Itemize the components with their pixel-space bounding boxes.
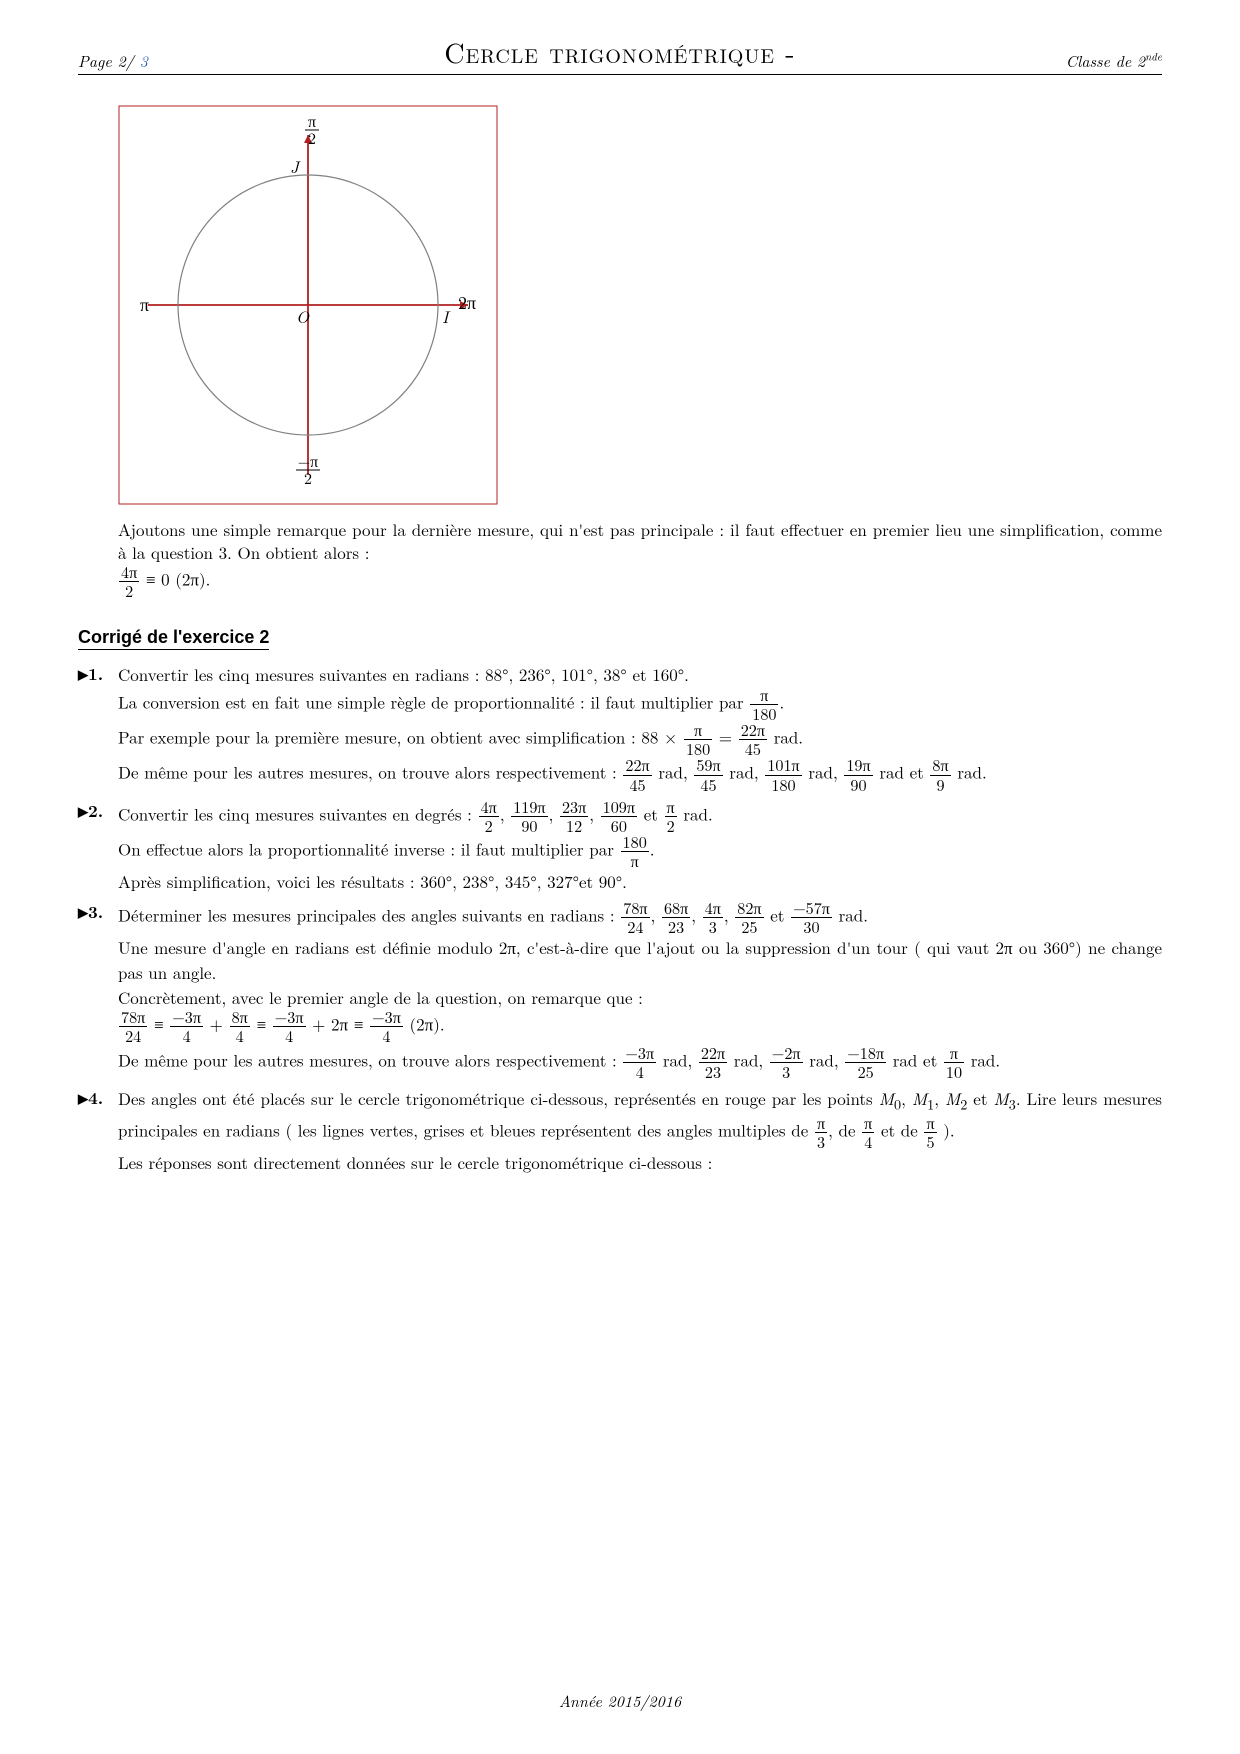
q1-line4a: De même pour les autres mesures, on trou… bbox=[118, 760, 622, 784]
q3-line1a: Déterminer les mesures principales des a… bbox=[118, 902, 620, 926]
q4-number: 4. bbox=[88, 1086, 103, 1110]
remark-text: Ajoutons une simple remarque pour la der… bbox=[118, 517, 1162, 564]
triangle-icon: ▶ bbox=[78, 664, 88, 683]
footer-year: Année 2015/2016 bbox=[0, 1689, 1240, 1712]
page-header: Page 2/ 3 Cercle trigonométrique - Class… bbox=[78, 32, 1162, 75]
header-page-ref: Page 2/ 3 bbox=[78, 49, 198, 72]
q2-line2a: On effectue alors la proportionnalité in… bbox=[118, 836, 620, 860]
svg-text:O: O bbox=[296, 304, 310, 328]
remark-eq-tail: ≡ 0 (2π). bbox=[140, 566, 210, 590]
q1-line1: Convertir les cinq mesures suivantes en … bbox=[118, 662, 689, 686]
q2-line3: Après simplification, voici les résultat… bbox=[118, 869, 627, 893]
unit-circle-figure: O I J 2π π π 2 −π 2 bbox=[118, 105, 1162, 510]
q4-p2: Les réponses sont directement données su… bbox=[118, 1150, 712, 1174]
class-prefix: Classe de 2 bbox=[1066, 49, 1145, 72]
q4-pa: Des angles ont été placés sur le cercle … bbox=[118, 1086, 879, 1110]
q3-line2: Une mesure d'angle en radians est défini… bbox=[118, 935, 1162, 984]
q1-line3a: Par exemple pour la première mesure, on … bbox=[118, 724, 683, 748]
q1-line2a: La conversion est en fait une simple règ… bbox=[118, 689, 749, 713]
svg-text:J: J bbox=[290, 154, 301, 178]
question-2: ▶2. Convertir les cinq mesures suivantes… bbox=[78, 799, 1162, 894]
q2-line1a: Convertir les cinq mesures suivantes en … bbox=[118, 801, 478, 825]
remark-frac: 4π 2 bbox=[119, 564, 139, 599]
page-link[interactable]: 3 bbox=[140, 49, 148, 72]
header-class: Classe de 2nde bbox=[1042, 49, 1162, 72]
q3-line5a: De même pour les autres mesures, on trou… bbox=[118, 1047, 622, 1071]
document-title: Cercle trigonométrique - bbox=[198, 32, 1042, 72]
svg-text:I: I bbox=[442, 304, 451, 328]
triangle-icon: ▶ bbox=[78, 801, 88, 820]
svg-text:2π: 2π bbox=[458, 290, 476, 315]
svg-text:π: π bbox=[140, 292, 149, 317]
q2-number: 2. bbox=[88, 799, 103, 823]
triangle-icon: ▶ bbox=[78, 902, 88, 921]
svg-text:2: 2 bbox=[304, 466, 312, 489]
page-label: Page 2/ bbox=[78, 49, 134, 72]
question-1: ▶1. Convertir les cinq mesures suivantes… bbox=[78, 662, 1162, 793]
unit-circle-svg: O I J 2π π π 2 −π 2 bbox=[118, 105, 498, 505]
class-sup: nde bbox=[1145, 50, 1162, 65]
triangle-icon: ▶ bbox=[78, 1088, 88, 1107]
question-3: ▶3. Déterminer les mesures principales d… bbox=[78, 900, 1162, 1080]
q3-number: 3. bbox=[88, 900, 103, 924]
exercise-2-title: Corrigé de l'exercice 2 bbox=[78, 627, 269, 650]
svg-text:2: 2 bbox=[308, 126, 316, 149]
remark-paragraph: Ajoutons une simple remarque pour la der… bbox=[118, 518, 1162, 599]
question-4: ▶4. Des angles ont été placés sur le cer… bbox=[78, 1086, 1162, 1175]
q1-number: 1. bbox=[88, 662, 103, 686]
